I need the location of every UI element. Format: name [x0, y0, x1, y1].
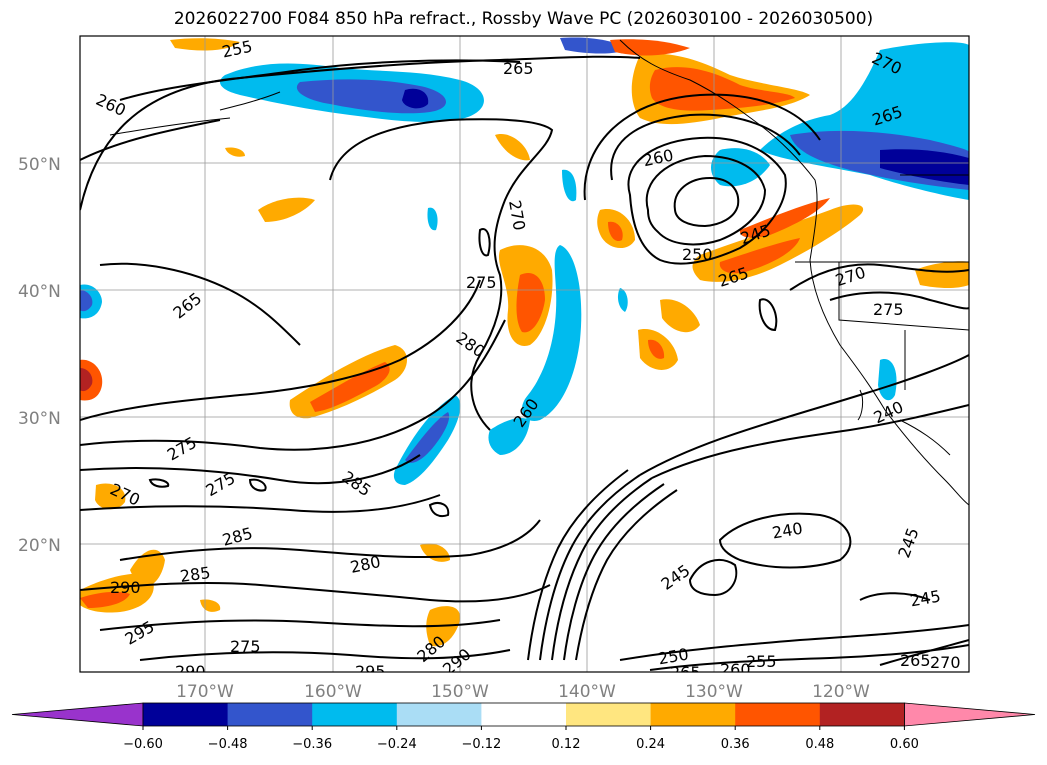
colorbar-tick-label: 0.36 [721, 737, 750, 752]
colorbar-cell [227, 703, 313, 726]
lon-tick-label: 130°W [685, 682, 743, 702]
positive-anomaly-region [648, 339, 665, 359]
colorbar-tick-label: 0.60 [890, 737, 919, 752]
colorbar-cell [396, 703, 482, 726]
colorbar-tick-label: −0.36 [292, 737, 332, 752]
negative-anomaly-region [880, 149, 969, 185]
negative-anomaly-region [562, 169, 577, 202]
colorbar-cell [566, 703, 652, 726]
positive-anomaly-region [608, 221, 623, 242]
colorbar-extend-max [904, 702, 1036, 727]
colorbar-tick-label: −0.24 [377, 737, 417, 752]
contour-label: 265 [503, 59, 534, 78]
positive-anomaly-region [610, 39, 690, 56]
colorbar-cell [819, 703, 905, 726]
negative-anomaly-region [80, 290, 93, 312]
latitude-axis: 50°N 40°N 30°N 20°N [18, 155, 61, 556]
shading-layer [80, 37, 969, 647]
lon-tick-label: 170°W [176, 682, 234, 702]
colorbar-cell [650, 703, 736, 726]
contour-label: 275 [873, 300, 904, 319]
positive-anomaly-region [80, 368, 93, 392]
colorbar-cell [735, 703, 821, 726]
lat-tick-label: 20°N [18, 536, 61, 556]
positive-anomaly-region [516, 272, 545, 333]
colorbar-tick-label: −0.12 [461, 737, 501, 752]
contour-label: 265 [670, 663, 701, 682]
lon-tick-label: 160°W [304, 682, 362, 702]
contour-label: 290 [110, 578, 141, 597]
colorbar-tick-label: 0.48 [805, 737, 834, 752]
positive-anomaly-region [739, 198, 830, 238]
negative-anomaly-region [405, 412, 450, 463]
positive-anomaly-region [95, 483, 126, 510]
contour-label: 290 [175, 662, 206, 681]
longitude-axis: 170°W 160°W 150°W 140°W 130°W 120°W [176, 682, 870, 702]
colorbar-tick-label: 0.12 [552, 737, 581, 752]
lon-tick-label: 150°W [431, 682, 489, 702]
positive-anomaly-region [225, 147, 245, 157]
lat-tick-label: 30°N [18, 409, 61, 429]
negative-anomaly-region [617, 288, 628, 312]
contour-label: 270 [930, 653, 961, 672]
lon-tick-label: 120°W [812, 682, 870, 702]
contour-label: 255 [746, 652, 777, 671]
colorbar-cell [312, 703, 398, 726]
negative-anomaly-region [427, 207, 438, 231]
positive-anomaly-region [915, 261, 969, 289]
contour-label: 250 [682, 245, 713, 264]
lon-tick-label: 140°W [558, 682, 616, 702]
positive-anomaly-region [660, 299, 700, 333]
coastline [109, 39, 969, 506]
map-title: 2026022700 F084 850 hPa refract., Rossby… [173, 9, 874, 29]
colorbar-tick-label: 0.24 [636, 737, 665, 752]
contour-label: 295 [355, 662, 386, 681]
colorbar-extend-min [11, 702, 144, 727]
negative-anomaly-region [488, 418, 530, 455]
negative-anomaly-region [878, 359, 897, 401]
lat-tick-label: 50°N [18, 155, 61, 175]
colorbar-cell [481, 703, 567, 726]
colorbar-tick-label: −0.60 [123, 737, 163, 752]
positive-anomaly-region [130, 549, 165, 589]
contour-label: 285 [179, 563, 212, 586]
positive-anomaly-region [258, 197, 315, 222]
contour-label: 260 [720, 660, 751, 679]
map-content: 255 265 260 270 265 260 250 245 265 270 … [80, 36, 969, 682]
negative-anomaly-region [521, 245, 582, 421]
map-frame [79, 35, 970, 673]
negative-anomaly-region [402, 88, 429, 109]
colorbar-tick-label: −0.48 [208, 737, 248, 752]
lat-tick-label: 40°N [18, 282, 61, 302]
colorbar-outline [142, 702, 905, 727]
graticule [80, 36, 969, 672]
positive-anomaly-region [80, 591, 130, 608]
contour-lines [80, 55, 969, 671]
colorbar: −0.60 −0.48 −0.36 −0.24 −0.12 0.12 0.24 0.36 0.4… [11, 702, 1036, 752]
negative-anomaly-region [560, 37, 630, 54]
positive-anomaly-region [719, 238, 800, 274]
contour-label: 265 [900, 651, 931, 670]
positive-anomaly-region [495, 134, 530, 161]
contour-label: 275 [230, 637, 261, 656]
positive-anomaly-region [310, 362, 390, 412]
contour-label: 275 [466, 273, 497, 292]
colorbar-cell [143, 703, 229, 726]
